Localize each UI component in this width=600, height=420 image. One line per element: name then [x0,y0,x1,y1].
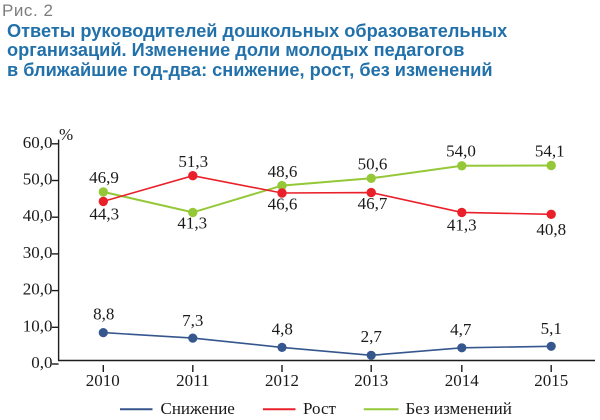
svg-text:10,0: 10,0 [23,316,53,335]
svg-text:5,1: 5,1 [541,319,562,338]
svg-text:46,9: 46,9 [89,168,119,187]
svg-text:40,0: 40,0 [23,206,53,225]
svg-text:40,8: 40,8 [536,220,566,239]
svg-text:7,3: 7,3 [182,311,203,330]
svg-text:Снижение: Снижение [161,399,235,418]
svg-text:Рост: Рост [303,399,337,418]
svg-text:54,1: 54,1 [535,141,565,160]
svg-text:2013: 2013 [354,371,388,390]
svg-text:2,7: 2,7 [361,327,383,346]
svg-text:2014: 2014 [445,371,480,390]
svg-text:2011: 2011 [176,371,209,390]
svg-text:48,6: 48,6 [268,162,298,181]
svg-text:2012: 2012 [265,371,299,390]
svg-text:%: % [59,125,73,144]
svg-text:20,0: 20,0 [23,280,53,299]
svg-text:4,7: 4,7 [450,320,472,339]
svg-text:46,7: 46,7 [358,194,388,213]
svg-text:4,8: 4,8 [272,320,293,339]
svg-text:54,0: 54,0 [446,141,476,160]
svg-text:51,3: 51,3 [178,152,208,171]
svg-text:44,3: 44,3 [89,205,119,224]
svg-text:2015: 2015 [534,371,568,390]
svg-text:46,6: 46,6 [268,195,298,214]
svg-text:8,8: 8,8 [93,305,114,324]
svg-text:2010: 2010 [86,371,120,390]
svg-text:50,0: 50,0 [23,170,53,189]
svg-text:0,0: 0,0 [31,353,52,372]
svg-text:50,6: 50,6 [358,154,388,173]
svg-text:41,3: 41,3 [447,215,477,234]
svg-text:41,3: 41,3 [177,214,207,233]
svg-text:30,0: 30,0 [23,243,53,262]
svg-text:60,0: 60,0 [23,133,53,152]
svg-text:Без изменений: Без изменений [406,399,512,418]
